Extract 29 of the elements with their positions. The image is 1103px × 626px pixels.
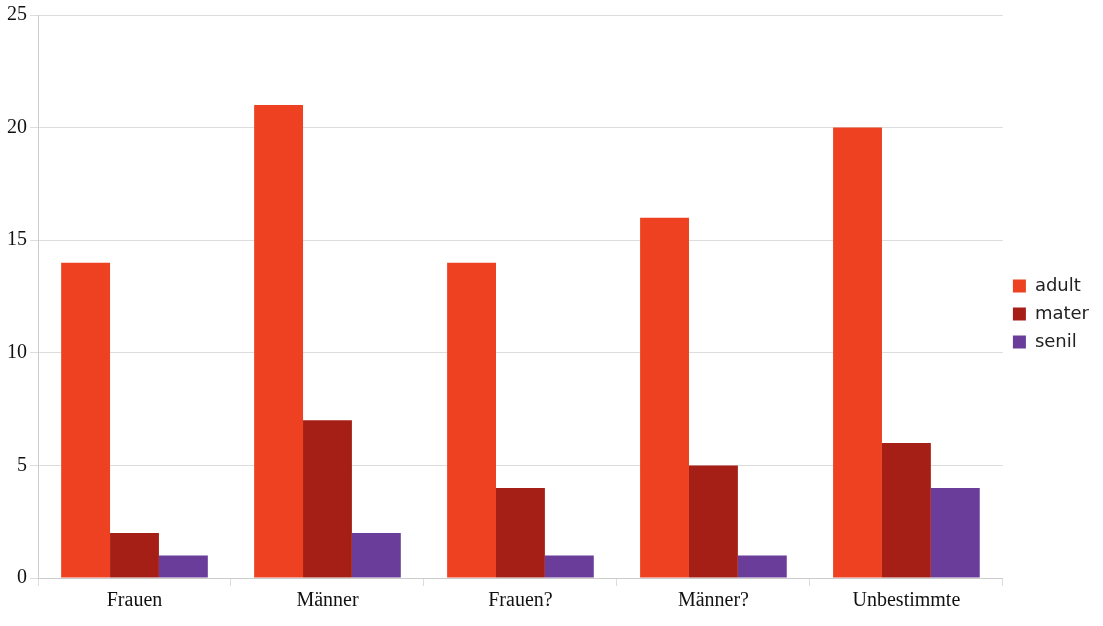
- bar: [254, 105, 304, 578]
- x-tick-label: Männer?: [677, 588, 750, 611]
- bar: [158, 555, 208, 578]
- x-tick-label: Frauen?: [488, 588, 553, 611]
- bar: [930, 487, 980, 578]
- x-tick-label: Frauen: [106, 588, 163, 611]
- bar: [833, 127, 882, 578]
- legend-label: mater: [1034, 301, 1090, 323]
- y-tick-label: 10: [7, 340, 27, 363]
- bar: [881, 442, 931, 578]
- legend-label: senil: [1034, 329, 1077, 351]
- y-tick-label: 15: [7, 227, 27, 250]
- y-tick-label: 5: [17, 452, 27, 475]
- legend-label: adult: [1034, 273, 1081, 295]
- bar: [737, 555, 787, 578]
- bar: [351, 532, 401, 578]
- x-tick-label: Unbestimmte: [852, 588, 961, 611]
- y-tick-label: 25: [7, 2, 27, 25]
- x-tick-label: Männer: [296, 588, 359, 611]
- y-tick-label: 0: [17, 565, 27, 588]
- bar: [544, 555, 594, 578]
- bar: [688, 465, 738, 578]
- bar: [496, 487, 545, 578]
- bar: [110, 532, 159, 578]
- bar: [303, 420, 352, 578]
- bar: [640, 217, 689, 578]
- bar: [447, 262, 497, 578]
- y-tick-label: 20: [7, 114, 27, 137]
- bar: [61, 262, 111, 578]
